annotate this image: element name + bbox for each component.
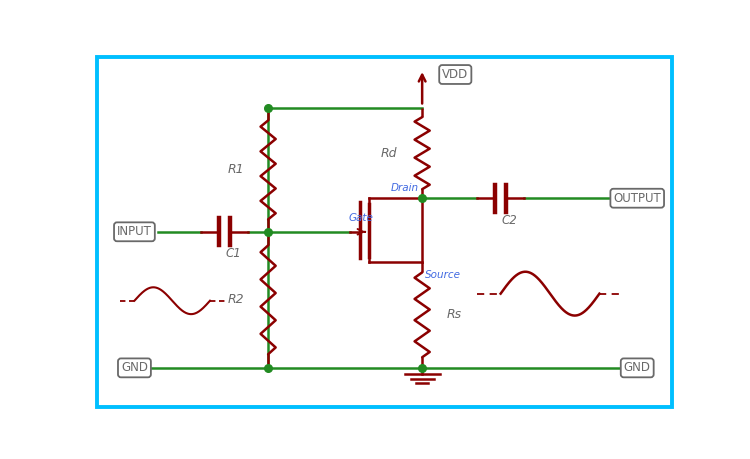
Text: R1: R1	[228, 163, 244, 176]
Text: Source: Source	[425, 270, 461, 280]
Text: Gate: Gate	[348, 213, 374, 224]
Text: OUTPUT: OUTPUT	[614, 192, 661, 205]
Text: R2: R2	[228, 293, 244, 306]
Text: GND: GND	[624, 361, 651, 375]
Text: Rd: Rd	[380, 147, 397, 160]
Text: Drain: Drain	[391, 183, 419, 193]
Text: GND: GND	[121, 361, 148, 375]
Text: VDD: VDD	[442, 68, 469, 81]
Text: C1: C1	[225, 247, 242, 260]
Text: INPUT: INPUT	[117, 225, 152, 238]
Text: Rs: Rs	[446, 308, 462, 321]
Text: C2: C2	[502, 213, 518, 227]
